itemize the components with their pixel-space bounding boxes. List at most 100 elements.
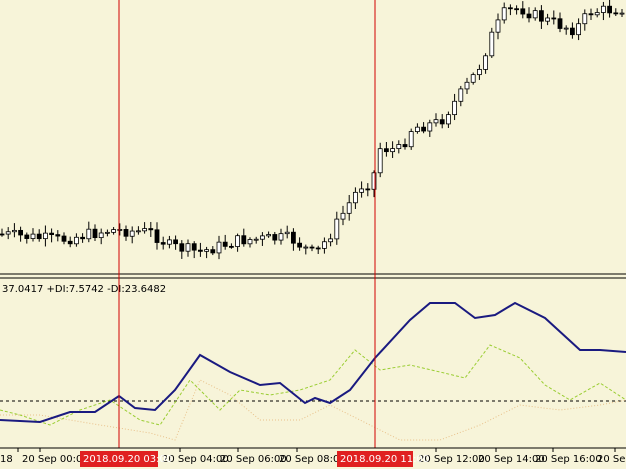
time-highlight <box>80 451 158 467</box>
candle <box>557 18 563 29</box>
candle <box>563 27 569 30</box>
candle <box>210 249 216 254</box>
candle <box>452 100 458 116</box>
candle <box>204 249 210 252</box>
candle <box>303 246 309 249</box>
indicator-pane <box>0 301 626 441</box>
candle <box>346 202 352 214</box>
candle <box>117 229 123 231</box>
candle <box>421 126 427 132</box>
candle <box>247 239 253 245</box>
candle <box>532 10 538 19</box>
candle <box>67 240 73 245</box>
candle <box>179 243 185 252</box>
candle <box>191 243 197 251</box>
candle <box>321 241 327 249</box>
candle <box>5 231 11 235</box>
minus-di-line <box>0 379 626 441</box>
candle <box>80 236 85 240</box>
candle <box>284 231 290 235</box>
candle <box>142 228 148 232</box>
candle <box>526 13 532 19</box>
candle <box>105 231 110 234</box>
candle <box>290 231 296 244</box>
time-label: 20 Sep 14:00 <box>478 454 545 465</box>
candle <box>458 88 464 102</box>
candle <box>266 234 272 237</box>
candle <box>383 148 389 153</box>
indicator-label: 37.0417 +DI:7.5742 -DI:23.6482 <box>2 284 166 295</box>
candle <box>594 12 600 16</box>
candle <box>613 12 619 15</box>
candle <box>61 235 67 242</box>
candle <box>340 212 346 220</box>
candle <box>197 249 203 252</box>
candle <box>365 188 371 191</box>
candle <box>489 31 495 57</box>
candle <box>414 126 420 132</box>
candle <box>334 218 340 240</box>
candle <box>601 5 606 13</box>
candle <box>11 229 17 233</box>
time-label: 20 Sep 06:00 <box>220 454 287 465</box>
candle <box>371 172 377 190</box>
candle <box>582 13 588 25</box>
time-highlight-label: 2018.09.20 11:00 <box>340 454 429 465</box>
candle <box>328 238 334 243</box>
candle <box>607 5 612 14</box>
candle <box>476 68 482 76</box>
candle <box>241 235 247 245</box>
candle <box>545 17 550 22</box>
candle <box>185 243 191 252</box>
candle <box>30 233 36 239</box>
candle <box>396 144 402 149</box>
time-label: 20 Sep 16:00 <box>535 454 602 465</box>
candle <box>359 188 365 193</box>
candle <box>111 229 116 233</box>
candle <box>539 10 544 22</box>
candle <box>483 55 489 70</box>
candle <box>173 239 179 245</box>
time-label: 20 Sep 08:00 <box>279 454 346 465</box>
candle <box>235 235 241 247</box>
candle <box>470 74 476 83</box>
plus-di-line <box>0 344 626 426</box>
candle <box>377 148 383 174</box>
price-pane <box>0 0 625 260</box>
candle <box>576 23 581 36</box>
candle <box>433 119 439 124</box>
candle <box>222 241 228 247</box>
candle <box>507 7 513 10</box>
candle <box>297 242 303 248</box>
candle <box>24 234 30 239</box>
candle <box>402 144 408 148</box>
candle <box>36 233 42 240</box>
candle <box>501 7 507 21</box>
candle <box>74 236 79 245</box>
candle <box>216 241 222 254</box>
candle <box>86 228 92 240</box>
candle <box>43 232 48 240</box>
time-label: 20 Sep 12:00 <box>418 454 485 465</box>
time-highlight-label: 2018.09.20 03:00 <box>83 454 172 465</box>
candle <box>123 229 129 237</box>
candle <box>49 232 54 236</box>
candle <box>439 119 445 125</box>
candle <box>495 19 501 33</box>
candle <box>514 8 519 11</box>
candle <box>18 229 24 236</box>
candle <box>135 230 141 233</box>
candle <box>98 232 104 239</box>
candle <box>520 8 526 15</box>
candle <box>309 246 315 249</box>
candle <box>259 235 265 240</box>
candle <box>129 230 135 237</box>
time-label: 20 Sep 00:00 <box>22 454 89 465</box>
time-label: 20 Sep 18 <box>597 454 626 465</box>
candle <box>253 238 259 241</box>
candle <box>352 191 358 204</box>
candle <box>0 233 5 236</box>
